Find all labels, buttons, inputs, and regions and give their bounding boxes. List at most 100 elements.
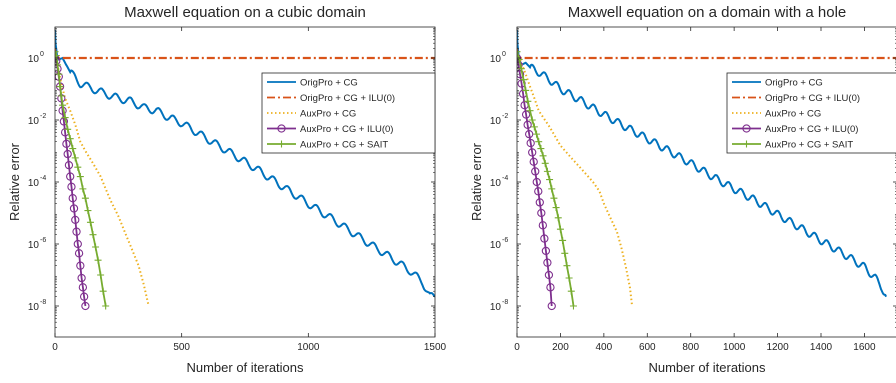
x-tick-label: 200 [552,342,569,353]
series-marker-plus [546,176,554,184]
series-marker-plus [66,135,74,143]
series-marker-circle [77,273,86,283]
y-tick-label: 10 [28,178,40,189]
y-tick-exponent: -2 [40,113,46,120]
series-marker-plus [526,107,534,115]
series-marker-plus [561,249,569,257]
y-tick-exponent: 0 [502,51,506,58]
y-tick-exponent: -8 [502,299,508,306]
series-marker-plus [79,185,87,193]
x-tick-label: 1600 [853,342,876,353]
series-marker-circle [526,138,535,148]
y-tick-label: 10 [28,54,40,65]
series-marker-circle [81,301,90,311]
series-marker-plus [517,65,525,73]
series-marker-plus [61,114,69,122]
legend-label-4: AuxPro + CG + ILU(0) [765,124,858,135]
series-marker-circle [73,239,82,249]
series-marker-circle [531,167,540,176]
series-marker-circle [547,301,556,311]
series-marker-plus [556,225,564,233]
series-marker-circle [68,194,77,203]
series-marker-plus [97,271,105,279]
y-axis-label: Relative error [7,142,22,221]
y-tick-label: 10 [490,240,502,251]
series-marker-circle [72,227,81,236]
series-marker-plus [550,194,558,202]
legend-label-1: OrigPro + CG [300,78,358,89]
y-tick-label: 10 [490,54,502,65]
y-tick-label: 10 [490,116,502,127]
series-marker-plus [543,167,551,175]
series-marker-circle [71,215,80,225]
series-line-2 [55,48,435,60]
series-group [55,29,435,311]
y-tick-exponent: -2 [502,113,508,120]
series-marker-plus [522,86,530,94]
series-marker-plus [567,287,575,295]
series-marker-plus [533,130,541,138]
series-marker-plus [563,262,571,270]
y-tick-label: 10 [490,178,502,189]
x-tick-label: 1200 [766,342,789,353]
x-tick-label: 1500 [424,342,447,353]
series-marker-plus [86,218,94,226]
y-tick-exponent: 0 [40,51,44,58]
series-marker-circle [74,249,84,258]
x-axis-label: Number of iterations [648,360,766,375]
series-marker-circle [62,139,71,149]
series-marker-circle [528,148,537,157]
legend-label-1: OrigPro + CG [765,78,823,89]
series-marker-plus [84,207,92,215]
series-marker-plus [565,274,573,282]
legend-label-4: AuxPro + CG + ILU(0) [300,124,393,135]
series-marker-plus [552,204,560,212]
series-marker-plus [92,243,100,251]
series-marker-circle [523,120,532,129]
x-tick-label: 1000 [723,342,746,353]
legend-label-2: OrigPro + CG + ILU(0) [300,93,395,104]
y-tick-label: 10 [28,302,40,313]
series-marker-plus [524,97,532,105]
series-marker-plus [520,76,528,84]
series-marker-plus [89,231,97,239]
y-tick-exponent: -4 [502,175,508,182]
series-line-1 [55,29,435,298]
x-tick-label: 500 [173,342,190,353]
series-marker-circle [543,258,552,267]
series-marker-circle [76,261,85,270]
series-marker-plus [99,287,107,295]
series-marker-circle [67,182,76,191]
series-marker-circle [529,157,538,166]
y-tick-exponent: -6 [40,237,46,244]
series-marker-circle [532,177,541,187]
series-marker-plus [59,101,67,109]
series-marker-circle [63,149,72,159]
x-tick-label: 1400 [810,342,833,353]
series-marker-plus [528,116,536,124]
series-marker-circle [535,198,544,207]
legend-marker [278,140,285,148]
series-marker-circle [537,208,546,218]
series-marker-circle [69,204,79,213]
series-marker-plus [56,83,64,91]
legend: OrigPro + CG OrigPro + CG + ILU(0) AuxPro … [261,72,436,154]
series-marker-plus [76,173,84,181]
series-marker-plus [530,123,538,131]
series-marker-circle [78,283,88,292]
series-marker-circle [541,246,551,256]
x-tick-label: 0 [514,342,520,353]
series-marker-circle [66,172,75,181]
y-tick-exponent: -6 [502,237,508,244]
x-axis-label: Number of iterations [186,360,304,375]
series-marker-plus [554,214,562,222]
legend-label-2: OrigPro + CG + ILU(0) [765,93,860,104]
series-marker-circle [79,292,89,301]
series-marker-plus [517,48,521,56]
series-marker-plus [94,256,102,264]
series-marker-plus [559,236,567,244]
series-marker-plus [548,185,556,193]
series-marker-plus [71,154,79,162]
series-marker-plus [57,92,65,100]
